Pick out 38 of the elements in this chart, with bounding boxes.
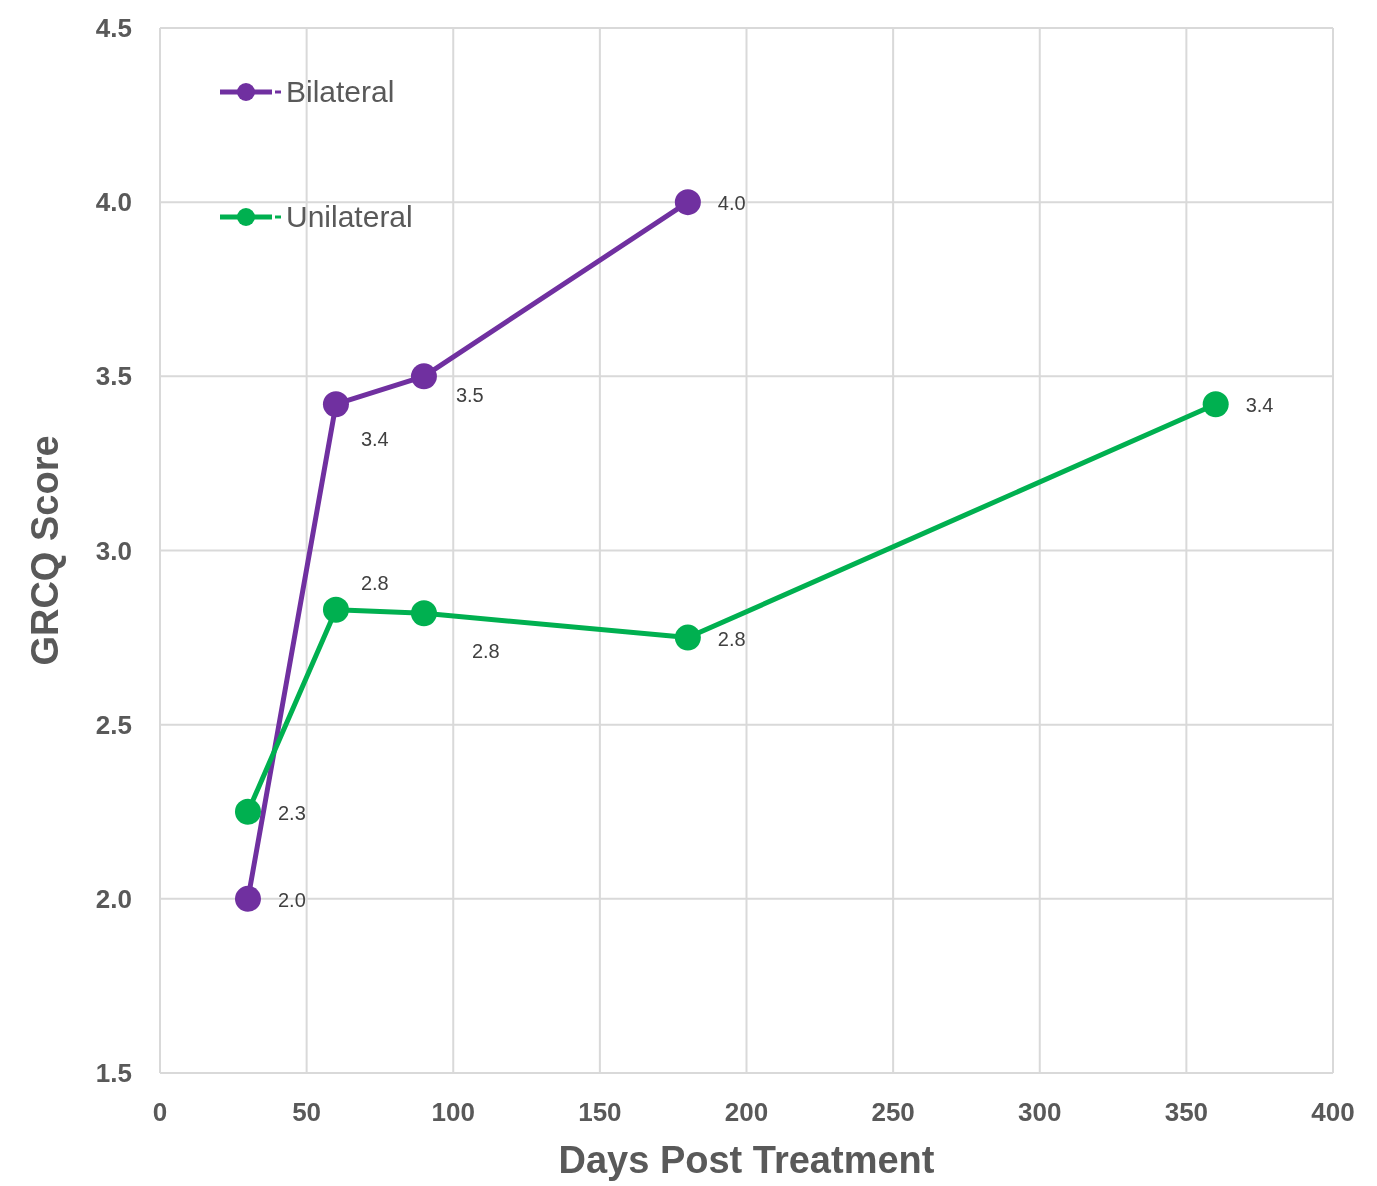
y-tick-label: 4.0 xyxy=(95,187,132,218)
x-tick-label: 150 xyxy=(578,1097,622,1127)
data-label: 3.4 xyxy=(360,428,389,451)
point xyxy=(234,885,261,912)
x-tick-label: 350 xyxy=(1164,1097,1209,1127)
data-label: 2.8 xyxy=(471,640,500,663)
data-label: 4.0 xyxy=(717,192,746,215)
y-tick-label: 3.0 xyxy=(95,535,132,566)
data-label: 2.8 xyxy=(717,627,746,650)
point xyxy=(234,798,261,825)
point xyxy=(322,391,349,418)
point xyxy=(674,624,701,651)
point xyxy=(322,596,349,623)
y-axis-title: GRCQ Score xyxy=(24,435,66,666)
x-tick-label: 50 xyxy=(292,1097,322,1127)
y-tick-label: 2.5 xyxy=(95,709,132,740)
y-tick-label: 1.5 xyxy=(95,1058,132,1088)
point xyxy=(410,363,437,390)
data-label: 2.3 xyxy=(277,801,306,824)
legend-label: Bilateral xyxy=(286,75,395,108)
x-tick-label: 400 xyxy=(1311,1097,1355,1127)
point xyxy=(674,189,701,216)
x-tick-label: 300 xyxy=(1018,1097,1062,1127)
data-label: 3.5 xyxy=(455,384,484,407)
legend-label: Unilateral xyxy=(286,200,413,233)
point xyxy=(1202,391,1229,418)
data-label: 2.8 xyxy=(360,571,389,594)
point xyxy=(410,600,437,627)
y-tick-label: 2.0 xyxy=(95,883,132,914)
y-tick-label: 4.5 xyxy=(95,13,132,43)
y-tick-label: 3.5 xyxy=(95,361,132,392)
x-tick-label: 200 xyxy=(724,1097,769,1127)
x-tick-label: 250 xyxy=(871,1097,915,1127)
x-axis-title: Days Post Treatment xyxy=(558,1139,935,1181)
data-label: 2.0 xyxy=(277,888,306,911)
x-tick-label: 100 xyxy=(431,1097,475,1127)
x-tick-label: 0 xyxy=(152,1097,168,1127)
data-label: 3.4 xyxy=(1245,394,1274,417)
